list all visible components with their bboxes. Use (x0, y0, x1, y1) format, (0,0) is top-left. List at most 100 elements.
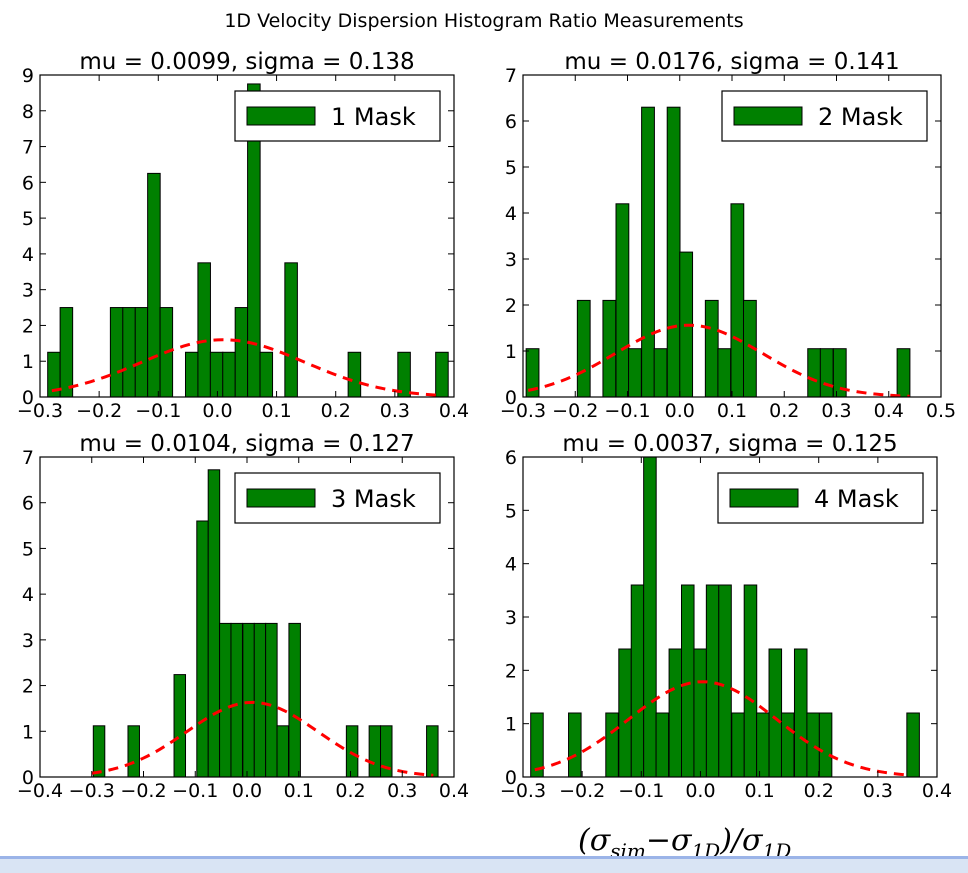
histogram-bar (643, 457, 657, 777)
x-tick-label: −0.1 (618, 780, 664, 802)
histogram-bar (666, 106, 681, 397)
histogram-bar (718, 584, 732, 777)
x-tick-label: 0.1 (744, 780, 774, 802)
y-tick-label: 0 (22, 767, 34, 789)
x-tick-label: 0.1 (261, 400, 291, 422)
panel-title: mu = 0.0099, sigma = 0.138 (79, 49, 414, 75)
panel-2: mu = 0.0176, sigma = 0.141 −0.3 −0.2 −0.1 0.… (500, 49, 956, 422)
figure-suptitle: 1D Velocity Dispersion Histogram Ratio M… (224, 10, 743, 32)
y-tick-label: 1 (22, 351, 34, 373)
y-tick-label: 5 (505, 157, 517, 179)
histogram-bar (628, 348, 642, 397)
y-tick-label: 7 (22, 447, 34, 469)
x-tick-label: 0.2 (335, 780, 365, 802)
histogram-bar (253, 622, 267, 777)
x-tick-label: 0.3 (821, 400, 851, 422)
x-tick-label: 0.0 (685, 780, 715, 802)
x-tick-label: −0.2 (120, 780, 166, 802)
legend-label: 1 Mask (331, 103, 416, 131)
histogram-bar (807, 348, 822, 397)
histogram-bar (731, 712, 745, 777)
histogram-bar (730, 203, 745, 397)
x-tick-label: −0.2 (552, 400, 598, 422)
plot-area (47, 83, 449, 397)
histogram-bar (780, 712, 795, 777)
legend-box (234, 90, 441, 142)
x-tick-label: −0.3 (500, 400, 546, 422)
x-tick-label: 0.0 (232, 780, 262, 802)
plot-area (91, 469, 439, 777)
legend: 1 Mask (234, 90, 441, 142)
y-tick-label: 4 (22, 584, 34, 606)
histogram-bar (197, 262, 211, 397)
y-tick-label: 8 (22, 101, 34, 123)
histogram-bar (134, 307, 149, 397)
legend-swatch (246, 488, 316, 508)
y-tick-label: 2 (505, 660, 517, 682)
y-tick-label: 4 (22, 244, 34, 266)
histogram-bar (906, 712, 920, 777)
histogram-bar (426, 725, 439, 777)
histogram-bar (59, 307, 74, 397)
histogram-bar (818, 712, 833, 777)
y-tick-label: 7 (505, 65, 517, 87)
y-tick-label: 2 (22, 315, 34, 337)
y-tick-label: 1 (505, 341, 517, 363)
window-bottom-strip (0, 856, 968, 873)
panel-title: mu = 0.0037, sigma = 0.125 (562, 431, 897, 457)
x-tick-label: 0.3 (387, 780, 417, 802)
histogram-bar (173, 674, 187, 777)
y-tick-label: 3 (22, 280, 34, 302)
x-tick-label: 0.3 (863, 780, 893, 802)
histogram-bar (705, 584, 720, 777)
histogram-bar (276, 725, 290, 777)
legend: 2 Mask (721, 90, 928, 142)
y-tick-label: 4 (505, 554, 517, 576)
histogram-bar (368, 725, 382, 777)
x-tick-label: −0.2 (76, 400, 122, 422)
histogram-bar (147, 172, 161, 397)
histogram-bar (122, 307, 136, 397)
gaussian-fit-curve (527, 323, 910, 397)
x-tick-label: −0.3 (17, 400, 63, 422)
y-tick-label: 3 (22, 630, 34, 652)
legend-label: 2 Mask (818, 103, 903, 131)
y-tick-label: 9 (22, 65, 34, 87)
histogram-bar (618, 648, 632, 777)
x-tick-label: 0.2 (769, 400, 799, 422)
histogram-bar (832, 348, 847, 397)
x-tick-label: 0.3 (380, 400, 410, 422)
y-tick-label: 5 (22, 208, 34, 230)
legend-swatch (733, 106, 803, 126)
histogram-bar (653, 348, 668, 397)
y-tick-label: 5 (505, 500, 517, 522)
histogram-bar (525, 348, 540, 397)
y-tick-label: 0 (505, 387, 517, 409)
gaussian-fit-curve (534, 680, 908, 777)
histogram-bar (127, 725, 140, 777)
histogram-bar (704, 299, 719, 397)
y-tick-label: 0 (505, 767, 517, 789)
histogram-bar (530, 712, 544, 777)
histogram-bar (230, 622, 243, 777)
y-tick-label: 1 (505, 714, 517, 736)
histogram-bar (693, 648, 707, 777)
gaussian-fit-curve (91, 700, 434, 777)
panel-title: mu = 0.0176, sigma = 0.141 (564, 49, 899, 75)
histogram-bar (568, 712, 582, 777)
histogram-bar (819, 348, 834, 397)
y-tick-label: 6 (22, 172, 34, 194)
histogram-bar (896, 348, 911, 397)
histogram-bar (242, 622, 255, 777)
x-tick-label: 0.0 (665, 400, 695, 422)
histogram-bar (615, 203, 630, 397)
histogram-bar (209, 351, 224, 397)
histogram-bar (288, 622, 301, 777)
legend-label: 3 Mask (331, 485, 416, 513)
y-tick-label: 2 (505, 295, 517, 317)
legend-swatch (246, 106, 316, 126)
histogram-bar (602, 299, 617, 397)
y-tick-label: 0 (22, 387, 34, 409)
histogram-bar (655, 712, 670, 777)
y-tick-label: 7 (22, 137, 34, 159)
